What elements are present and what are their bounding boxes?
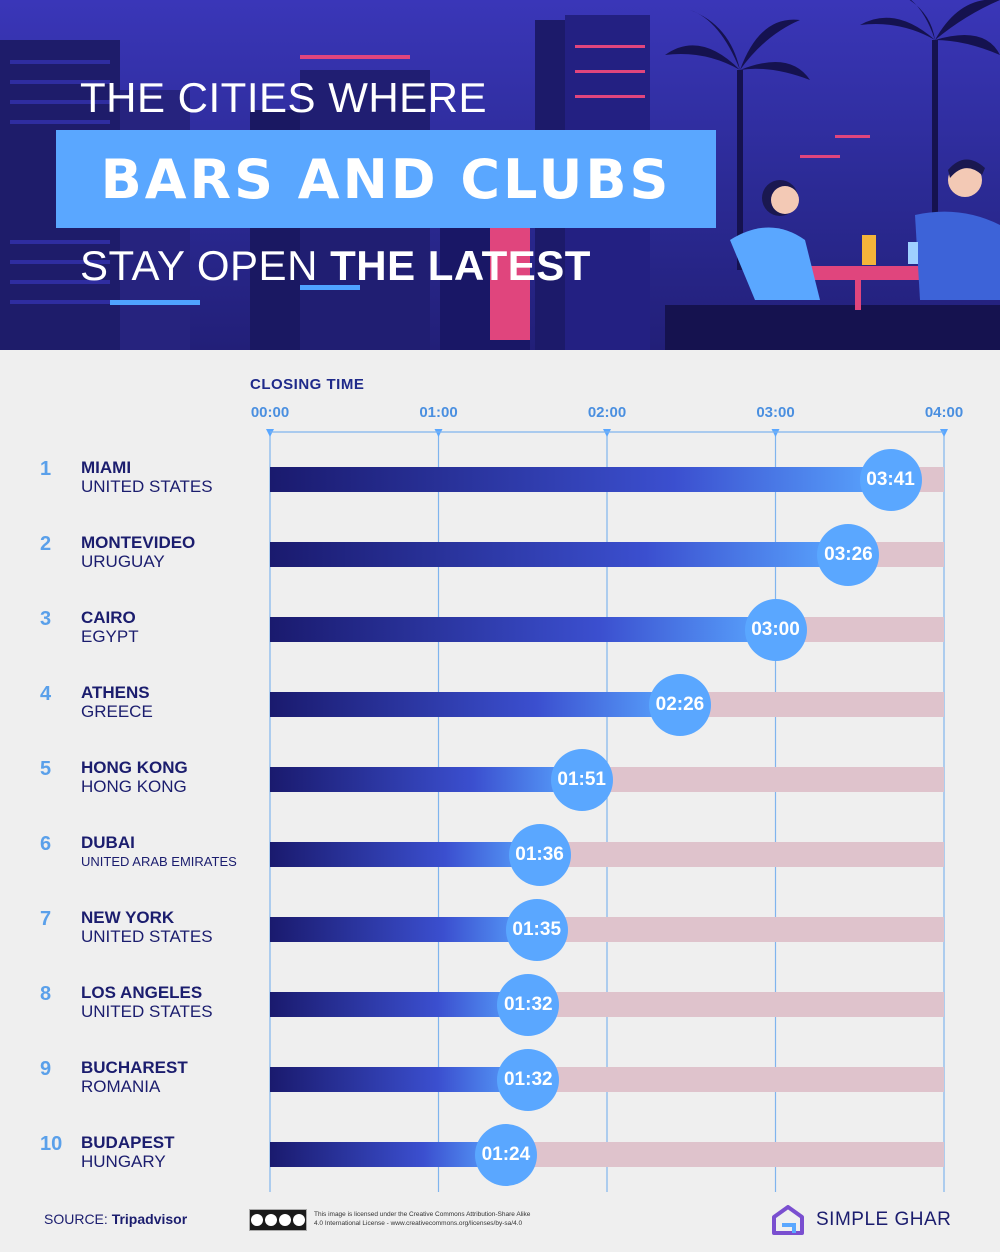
bar-value-label: 03:00 (745, 599, 807, 661)
bar (270, 542, 848, 567)
source-credit: SOURCE: Tripadvisor (44, 1211, 187, 1227)
tick-marker (266, 429, 274, 437)
bar (270, 617, 776, 642)
creative-commons-icon[interactable] (249, 1209, 307, 1231)
row-country: URUGUAY (81, 552, 165, 572)
bar-value-label: 01:35 (506, 899, 568, 961)
bar-value-label: 03:41 (860, 449, 922, 511)
row-rank: 6 (40, 833, 70, 856)
bar-value-label: 01:24 (475, 1124, 537, 1186)
x-tick-label: 02:00 (577, 404, 637, 421)
row-rank: 8 (40, 983, 70, 1006)
row-city: DUBAI (81, 833, 135, 853)
row-city: ATHENS (81, 683, 150, 703)
row-rank: 7 (40, 908, 70, 931)
x-tick-label: 03:00 (746, 404, 806, 421)
x-tick-label: 01:00 (409, 404, 469, 421)
bar (270, 842, 540, 867)
row-country: HUNGARY (81, 1152, 166, 1172)
x-tick-label: 04:00 (914, 404, 974, 421)
row-city: LOS ANGELES (81, 983, 202, 1003)
bar-value-label: 01:51 (551, 749, 613, 811)
house-logo-icon (772, 1205, 804, 1235)
row-country: UNITED STATES (81, 1002, 213, 1022)
bar (270, 1142, 506, 1167)
row-country: EGYPT (81, 627, 139, 647)
row-rank: 1 (40, 458, 70, 481)
bar (270, 692, 680, 717)
license-text: This image is licensed under the Creativ… (314, 1210, 534, 1228)
bar (270, 992, 528, 1017)
row-city: BUDAPEST (81, 1133, 175, 1153)
tick-marker (435, 429, 443, 437)
brand-name: SIMPLE GHAR (816, 1209, 951, 1231)
row-country: ROMANIA (81, 1077, 160, 1097)
x-tick-label: 00:00 (240, 404, 300, 421)
row-rank: 4 (40, 683, 70, 706)
bar-value-label: 03:26 (817, 524, 879, 586)
row-country: GREECE (81, 702, 153, 722)
bar (270, 1067, 528, 1092)
row-city: MIAMI (81, 458, 131, 478)
row-rank: 3 (40, 608, 70, 631)
source-prefix: SOURCE: (44, 1211, 112, 1227)
tick-marker (603, 429, 611, 437)
bar (270, 767, 582, 792)
tick-marker (772, 429, 780, 437)
source-name: Tripadvisor (112, 1211, 187, 1227)
row-rank: 2 (40, 533, 70, 556)
tick-marker (940, 429, 948, 437)
row-rank: 5 (40, 758, 70, 781)
row-rank: 10 (40, 1133, 70, 1156)
bar-value-label: 01:36 (509, 824, 571, 886)
row-city: MONTEVIDEO (81, 533, 195, 553)
bar (270, 917, 537, 942)
row-country: UNITED STATES (81, 927, 213, 947)
bar-value-label: 01:32 (497, 1049, 559, 1111)
row-country: UNITED ARAB EMIRATES (81, 854, 237, 869)
row-rank: 9 (40, 1058, 70, 1081)
row-country: HONG KONG (81, 777, 187, 797)
bar-value-label: 01:32 (497, 974, 559, 1036)
bar (270, 467, 891, 492)
bar-value-label: 02:26 (649, 674, 711, 736)
row-city: NEW YORK (81, 908, 174, 928)
row-city: BUCHAREST (81, 1058, 188, 1078)
brand-logo[interactable]: SIMPLE GHAR (772, 1205, 951, 1235)
row-country: UNITED STATES (81, 477, 213, 497)
row-city: CAIRO (81, 608, 136, 628)
row-city: HONG KONG (81, 758, 188, 778)
